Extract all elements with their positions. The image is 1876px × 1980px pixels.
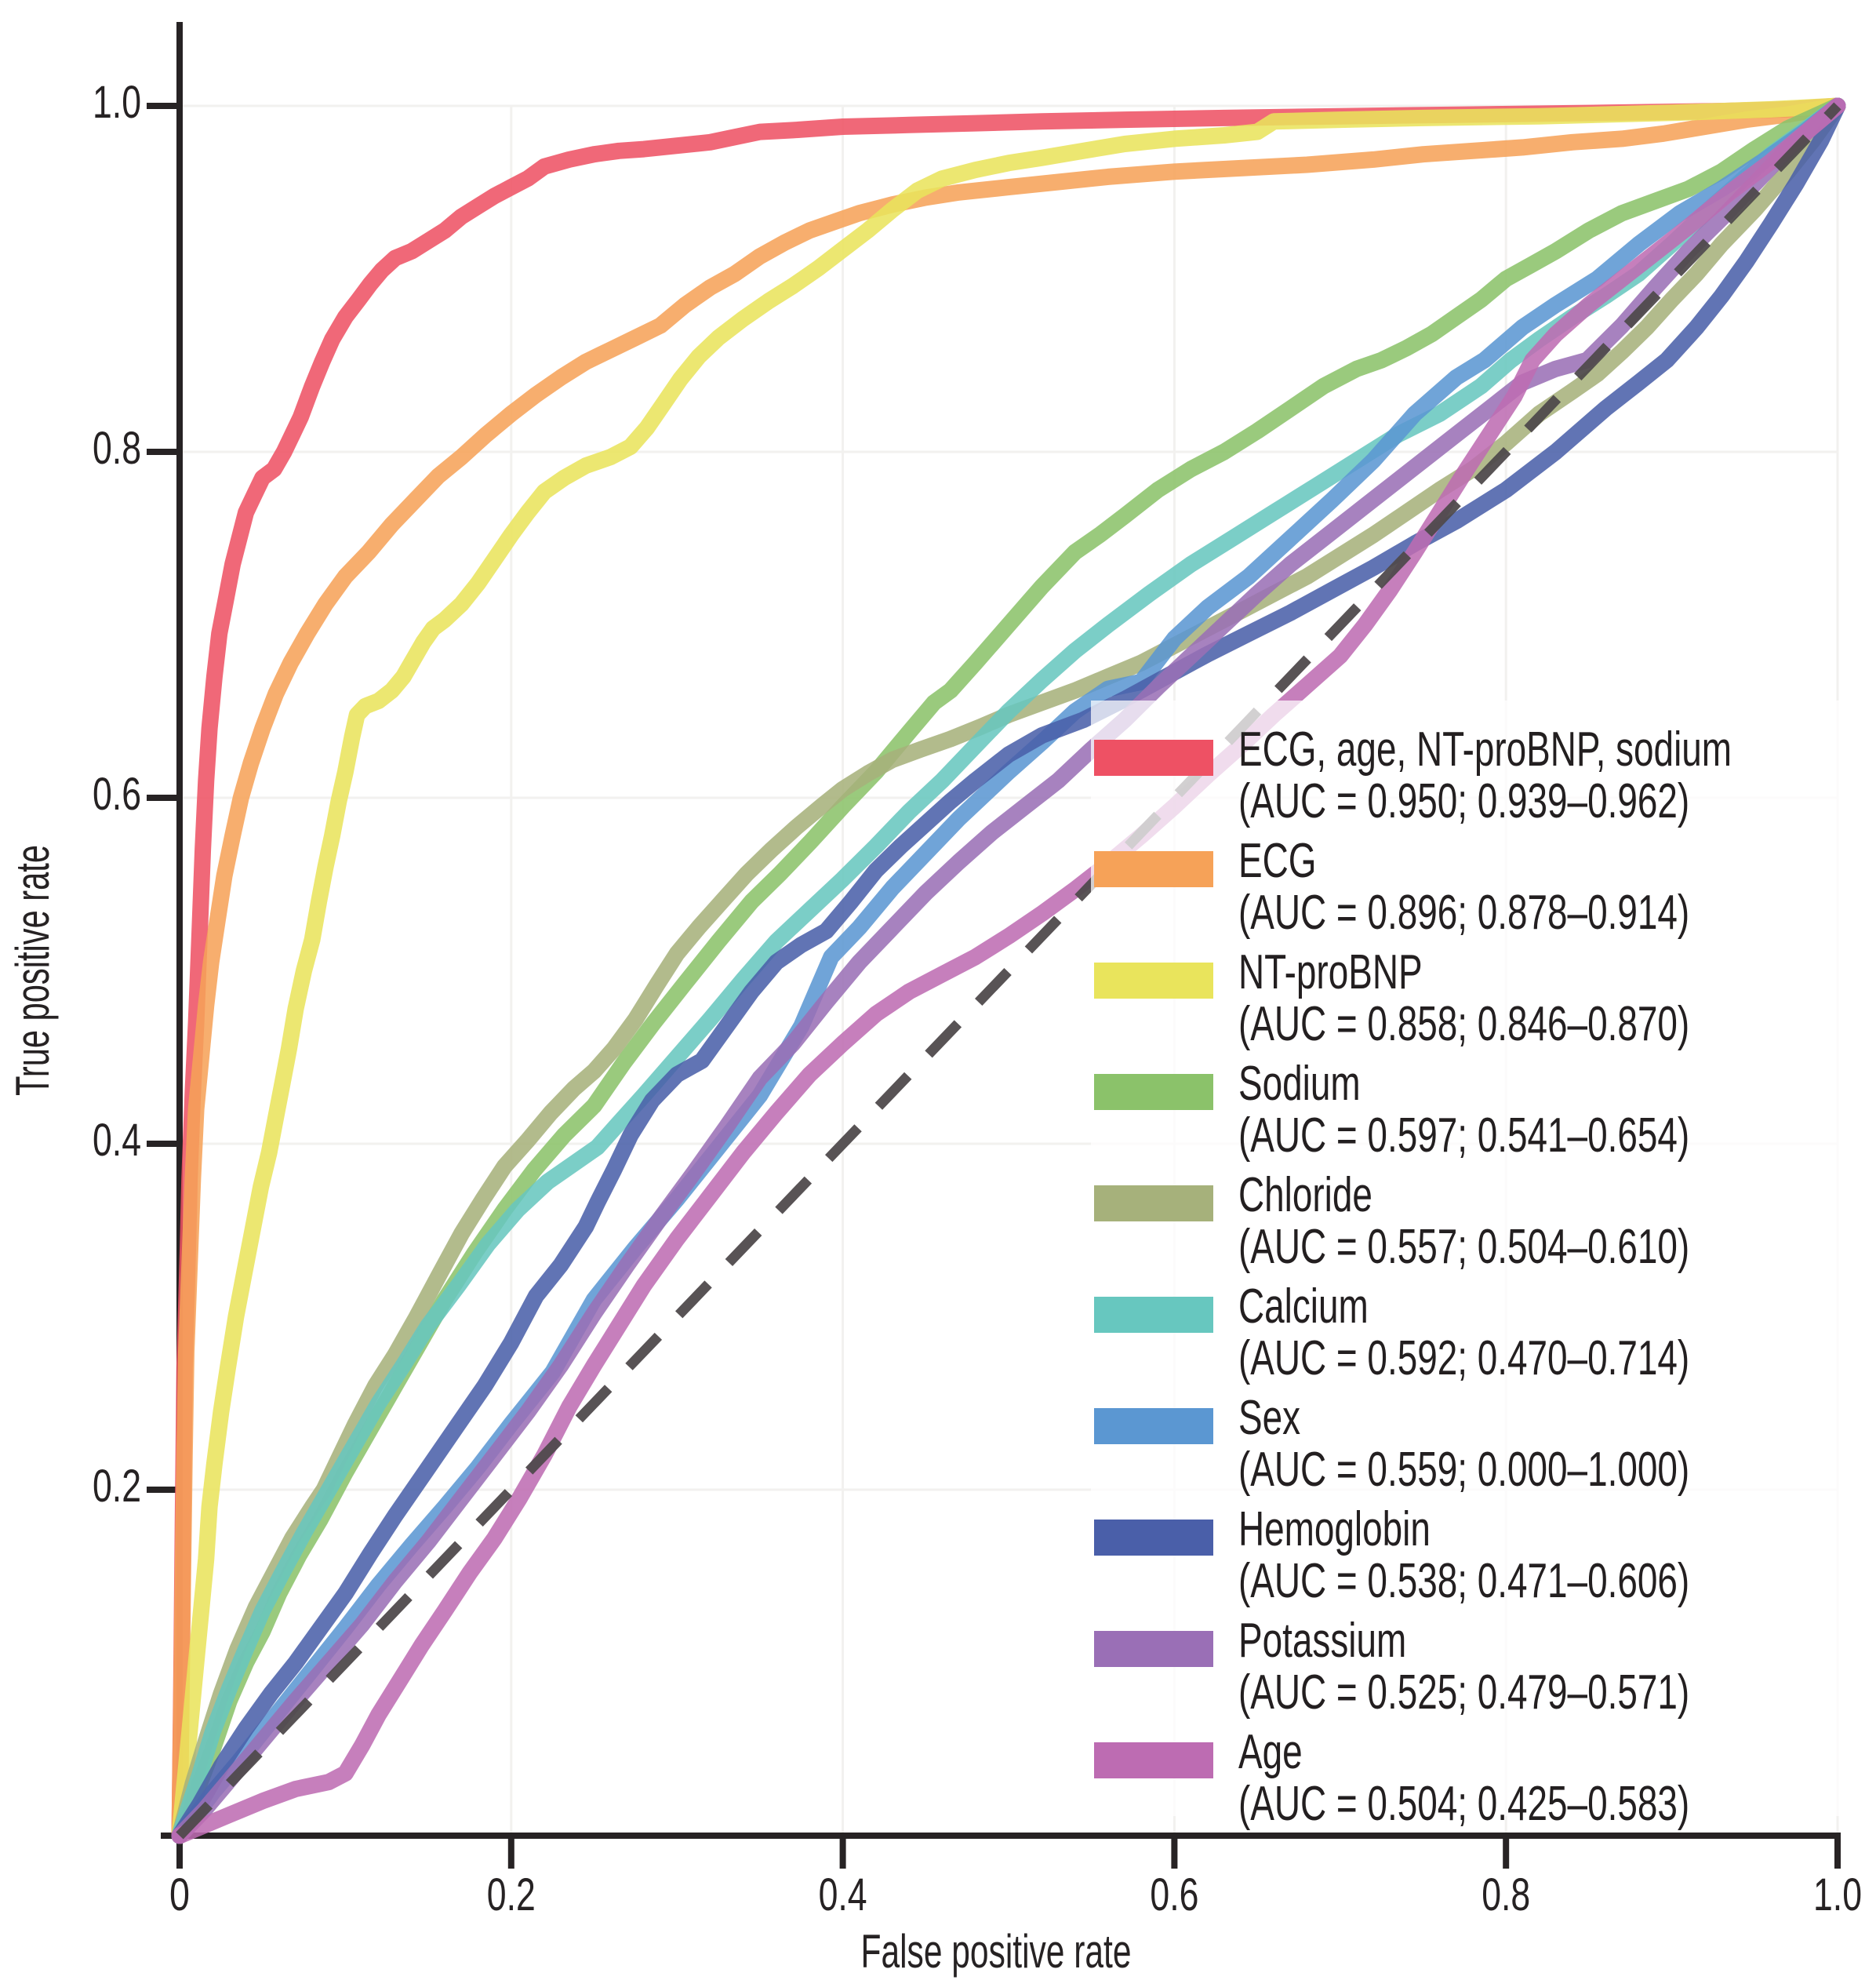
legend-item-combined: ECG, age, NT-proBNP, sodium (AUC = 0.950;… bbox=[1094, 724, 1876, 828]
y-tick-label-0.8: 0.8 bbox=[93, 423, 141, 474]
legend: ECG, age, NT-proBNP, sodium (AUC = 0.950;… bbox=[1091, 701, 1876, 1830]
y-tick-label-0.6: 0.6 bbox=[93, 769, 141, 820]
legend-swatch-sodium bbox=[1094, 1074, 1213, 1110]
legend-item-potassium: Potassium (AUC = 0.525; 0.479–0.571) bbox=[1094, 1615, 1876, 1719]
legend-swatch-sex bbox=[1094, 1408, 1213, 1444]
x-tick-label-0: 0 bbox=[169, 1869, 190, 1920]
roc-curves bbox=[171, 97, 1846, 1844]
legend-auc-hemoglobin: (AUC = 0.538; 0.471–0.606) bbox=[1238, 1554, 1690, 1608]
reference-diagonal bbox=[176, 102, 1841, 1840]
roc-curve-calcium bbox=[171, 97, 1846, 1844]
legend-label-ecg: ECG bbox=[1238, 834, 1317, 888]
roc-curve-sex bbox=[171, 97, 1846, 1844]
y-tick-label-1.0: 1.0 bbox=[93, 77, 141, 128]
legend-auc-chloride: (AUC = 0.557; 0.504–0.610) bbox=[1238, 1220, 1690, 1274]
legend-swatch-age bbox=[1094, 1742, 1213, 1778]
legend-swatch-calcium bbox=[1094, 1297, 1213, 1333]
legend-auc-potassium: (AUC = 0.525; 0.479–0.571) bbox=[1238, 1665, 1690, 1720]
legend-swatch-potassium bbox=[1094, 1631, 1213, 1667]
legend-swatch-combined bbox=[1094, 740, 1213, 776]
x-tick-label-0.2: 0.2 bbox=[487, 1869, 536, 1920]
legend-item-calcium: Calcium (AUC = 0.592; 0.470–0.714) bbox=[1094, 1281, 1876, 1385]
roc-curve-ecg bbox=[171, 97, 1846, 1844]
legend-item-ecg: ECG (AUC = 0.896; 0.878–0.914) bbox=[1094, 835, 1876, 939]
legend-label-potassium: Potassium bbox=[1238, 1614, 1407, 1668]
legend-swatch-hemoglobin bbox=[1094, 1520, 1213, 1556]
y-axis-title: True positive rate bbox=[6, 845, 59, 1096]
legend-item-sex: Sex (AUC = 0.559; 0.000–1.000) bbox=[1094, 1392, 1876, 1496]
x-axis-title: False positive rate bbox=[861, 1925, 1132, 1978]
legend-text-age: Age (AUC = 0.504; 0.425–0.583) bbox=[1238, 1727, 1689, 1830]
legend-text-combined: ECG, age, NT-proBNP, sodium (AUC = 0.950;… bbox=[1238, 724, 1732, 828]
legend-auc-sodium: (AUC = 0.597; 0.541–0.654) bbox=[1238, 1108, 1690, 1163]
legend-item-ntprobnp: NT-proBNP (AUC = 0.858; 0.846–0.870) bbox=[1094, 947, 1876, 1050]
legend-text-sex: Sex (AUC = 0.559; 0.000–1.000) bbox=[1238, 1392, 1689, 1496]
roc-curve-combined bbox=[171, 97, 1846, 1844]
y-tick-label-0.4: 0.4 bbox=[93, 1115, 141, 1166]
legend-text-ecg: ECG (AUC = 0.896; 0.878–0.914) bbox=[1238, 835, 1689, 939]
reference-line-layer bbox=[176, 102, 1841, 1840]
legend-item-sodium: Sodium (AUC = 0.597; 0.541–0.654) bbox=[1094, 1058, 1876, 1162]
legend-label-ntprobnp: NT-proBNP bbox=[1238, 945, 1423, 999]
legend-text-ntprobnp: NT-proBNP (AUC = 0.858; 0.846–0.870) bbox=[1238, 947, 1689, 1050]
legend-text-hemoglobin: Hemoglobin (AUC = 0.538; 0.471–0.606) bbox=[1238, 1504, 1689, 1607]
legend-text-chloride: Chloride (AUC = 0.557; 0.504–0.610) bbox=[1238, 1170, 1689, 1273]
legend-text-potassium: Potassium (AUC = 0.525; 0.479–0.571) bbox=[1238, 1615, 1689, 1719]
legend-swatch-ntprobnp bbox=[1094, 963, 1213, 999]
legend-item-hemoglobin: Hemoglobin (AUC = 0.538; 0.471–0.606) bbox=[1094, 1504, 1876, 1607]
legend-auc-ntprobnp: (AUC = 0.858; 0.846–0.870) bbox=[1238, 997, 1690, 1051]
x-tick-label-0.6: 0.6 bbox=[1150, 1869, 1198, 1920]
x-tick-label-1.0: 1.0 bbox=[1813, 1869, 1862, 1920]
legend-swatch-ecg bbox=[1094, 851, 1213, 887]
legend-label-age: Age bbox=[1238, 1725, 1303, 1779]
legend-swatch-chloride bbox=[1094, 1185, 1213, 1221]
legend-label-sex: Sex bbox=[1238, 1391, 1301, 1445]
x-tick-label-0.4: 0.4 bbox=[819, 1869, 867, 1920]
roc-curve-potassium bbox=[171, 97, 1846, 1844]
legend-text-sodium: Sodium (AUC = 0.597; 0.541–0.654) bbox=[1238, 1058, 1689, 1162]
y-tick-label-0.2: 0.2 bbox=[93, 1461, 141, 1512]
legend-item-age: Age (AUC = 0.504; 0.425–0.583) bbox=[1094, 1727, 1876, 1830]
legend-label-combined: ECG, age, NT-proBNP, sodium bbox=[1238, 722, 1732, 777]
legend-label-chloride: Chloride bbox=[1238, 1168, 1372, 1222]
legend-label-sodium: Sodium bbox=[1238, 1057, 1361, 1111]
legend-auc-combined: (AUC = 0.950; 0.939–0.962) bbox=[1238, 774, 1690, 828]
legend-item-chloride: Chloride (AUC = 0.557; 0.504–0.610) bbox=[1094, 1170, 1876, 1273]
roc-curve-age bbox=[171, 97, 1846, 1844]
legend-auc-sex: (AUC = 0.559; 0.000–1.000) bbox=[1238, 1443, 1690, 1497]
x-tick-label-0.8: 0.8 bbox=[1482, 1869, 1530, 1920]
legend-label-hemoglobin: Hemoglobin bbox=[1238, 1502, 1431, 1556]
legend-text-calcium: Calcium (AUC = 0.592; 0.470–0.714) bbox=[1238, 1281, 1689, 1385]
legend-auc-calcium: (AUC = 0.592; 0.470–0.714) bbox=[1238, 1331, 1690, 1385]
tick-labels: 0 0.2 0.4 0.6 0.8 1.0 0.2 0.4 0.6 0.8 1.0 bbox=[93, 77, 1862, 1920]
legend-label-calcium: Calcium bbox=[1238, 1279, 1369, 1334]
legend-auc-ecg: (AUC = 0.896; 0.878–0.914) bbox=[1238, 886, 1690, 940]
legend-auc-age: (AUC = 0.504; 0.425–0.583) bbox=[1238, 1777, 1690, 1831]
roc-curve-ntprobnp bbox=[171, 97, 1846, 1844]
roc-curve-hemoglobin bbox=[171, 97, 1846, 1844]
